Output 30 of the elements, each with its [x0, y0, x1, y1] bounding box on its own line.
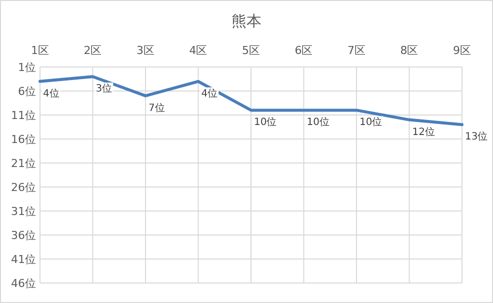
x-tick-label: 2区 — [84, 44, 102, 57]
x-tick-label: 7区 — [348, 44, 366, 57]
data-label: 4位 — [201, 87, 218, 100]
y-tick-label: 11位 — [11, 109, 36, 122]
chart-title: 熊本 — [232, 12, 262, 30]
x-tick-label: 6区 — [294, 44, 313, 57]
data-label: 3位 — [96, 82, 112, 95]
data-label: 13位 — [465, 130, 488, 143]
data-label: 10位 — [306, 116, 330, 128]
y-tick-label: 6位 — [18, 85, 36, 98]
data-label: 7位 — [148, 102, 165, 114]
y-tick-label: 41位 — [11, 253, 36, 266]
y-tick-label: 16位 — [11, 133, 36, 146]
x-tick-label: 1区 — [31, 44, 49, 57]
x-tick-label: 4区 — [189, 44, 208, 57]
y-tick-label: 36位 — [11, 229, 36, 242]
y-tick-label: 1位 — [18, 61, 36, 74]
x-tick-label: 5区 — [242, 44, 260, 57]
y-tick-label: 21位 — [11, 157, 36, 170]
data-label: 10位 — [360, 116, 382, 128]
data-label: 12位 — [412, 126, 435, 138]
x-tick-label: 3区 — [136, 44, 154, 57]
y-tick-label: 46位 — [11, 277, 36, 290]
data-label: 4位 — [43, 87, 60, 100]
y-tick-label: 26位 — [11, 181, 36, 194]
x-tick-label: 8区 — [400, 44, 418, 57]
y-tick-label: 31位 — [11, 205, 36, 218]
x-tick-label: 9区 — [453, 44, 471, 57]
line-series — [38, 75, 464, 126]
data-label: 10位 — [254, 116, 277, 128]
